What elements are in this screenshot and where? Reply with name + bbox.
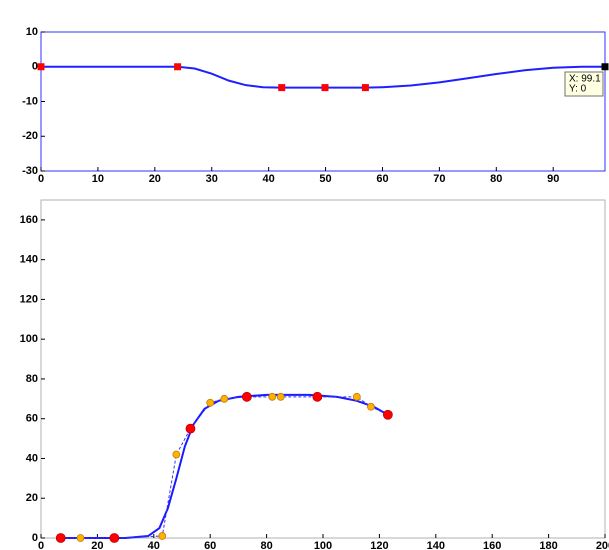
x-tick-label: 70: [433, 173, 445, 185]
marker: [158, 532, 167, 540]
marker: [76, 534, 85, 542]
x-tick-label: 20: [149, 173, 161, 185]
x-tick-label: 20: [91, 540, 103, 550]
x-tick-label: 180: [539, 540, 557, 550]
x-tick-label: 120: [370, 540, 388, 550]
x-tick-label: 140: [427, 540, 445, 550]
marker: [109, 533, 120, 543]
marker: [172, 450, 181, 459]
x-tick-label: 60: [204, 540, 216, 550]
series-layer: [37, 63, 609, 92]
x-tick-label: 200: [596, 540, 609, 550]
marker: [220, 394, 229, 403]
x-tick-label: 50: [319, 173, 331, 185]
x-tick-label: 30: [206, 173, 218, 185]
marker: [361, 84, 369, 92]
line: [60, 393, 389, 539]
marker: [278, 84, 286, 92]
plot-area: [40, 31, 606, 172]
x-tick-label: 40: [263, 173, 275, 185]
marker: [321, 84, 329, 92]
marker: [185, 423, 196, 434]
y-tick-label: 10: [26, 26, 38, 38]
y-tick-label: -10: [22, 95, 38, 107]
x-tick-label: 100: [314, 540, 332, 550]
marker: [312, 391, 323, 402]
datatip-text: X: 99.1: [569, 74, 601, 85]
y-tick-label: 0: [32, 532, 38, 544]
marker: [268, 392, 277, 401]
x-tick-label: 90: [547, 173, 559, 185]
y-tick-label: 20: [26, 492, 38, 504]
x-tick-label: 0: [38, 540, 44, 550]
marker: [352, 392, 361, 401]
marker: [367, 402, 375, 411]
y-tick-label: 140: [20, 254, 38, 266]
y-tick-label: 80: [26, 373, 38, 385]
marker: [276, 392, 285, 401]
marker: [206, 398, 215, 407]
line: [41, 65, 605, 89]
plot-area: [40, 199, 606, 539]
x-tick-label: 0: [38, 173, 44, 185]
y-tick-label: 160: [20, 214, 38, 226]
marker: [601, 63, 609, 71]
y-tick-label: 40: [26, 452, 38, 464]
marker: [241, 391, 252, 402]
marker: [37, 63, 45, 71]
y-tick-label: 120: [20, 293, 38, 305]
y-tick-label: -20: [22, 130, 38, 142]
y-tick-label: 0: [32, 61, 38, 73]
marker: [55, 533, 66, 543]
x-tick-label: 40: [148, 540, 160, 550]
marker: [382, 409, 393, 420]
x-tick-label: 160: [483, 540, 501, 550]
y-tick-label: -30: [22, 165, 38, 177]
datatip: [564, 71, 604, 97]
x-tick-label: 80: [260, 540, 272, 550]
x-tick-label: 80: [490, 173, 502, 185]
series-layer: [55, 391, 393, 543]
x-tick-label: 60: [376, 173, 388, 185]
x-tick-label: 10: [92, 173, 104, 185]
marker: [174, 63, 182, 71]
y-tick-label: 100: [20, 333, 38, 345]
y-tick-label: 60: [26, 413, 38, 425]
datatip-text: Y: 0: [569, 84, 587, 95]
